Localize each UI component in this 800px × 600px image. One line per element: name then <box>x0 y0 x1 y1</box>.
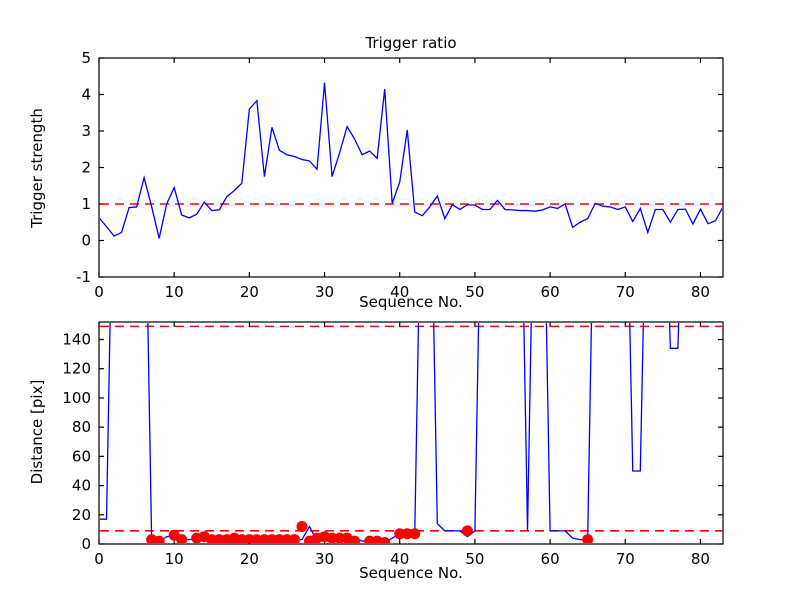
y-axis-label-distance: Distance [pix] <box>28 380 46 485</box>
x-tick-label: 10 <box>165 550 184 568</box>
trigger-ratio-chart: Trigger ratio Trigger strength Sequence … <box>28 34 724 310</box>
marker-point <box>401 528 413 540</box>
marker-point <box>409 528 421 540</box>
marker-points-bottom <box>146 520 594 543</box>
x-tick-label: 0 <box>94 550 104 568</box>
data-series-bottom <box>100 323 680 543</box>
marker-point <box>296 520 308 532</box>
y-tick-label: 1 <box>81 195 91 213</box>
y-axis-ticks-top: -1 0 1 2 3 4 5 <box>76 49 723 286</box>
chart-title-trigger-ratio: Trigger ratio <box>364 34 456 52</box>
y-tick-label: 20 <box>72 506 91 524</box>
distance-chart: Distance [pix] Sequence No. 020406080100… <box>28 321 724 582</box>
x-tick-label: 0 <box>94 283 104 301</box>
y-tick-label: 4 <box>81 86 91 104</box>
x-tick-label: 40 <box>390 550 409 568</box>
plot-frame-bottom <box>98 321 724 545</box>
marker-point <box>288 534 300 543</box>
x-axis-ticks-bottom: 0 10 20 30 40 50 60 70 80 <box>94 322 710 568</box>
x-tick-label: 10 <box>165 283 184 301</box>
x-tick-label: 70 <box>616 283 635 301</box>
y-tick-label: 5 <box>81 49 91 67</box>
x-tick-label: 20 <box>240 550 259 568</box>
marker-point <box>349 535 361 543</box>
y-tick-label: 140 <box>62 331 91 349</box>
y-tick-label: 40 <box>72 477 91 495</box>
marker-point <box>153 535 165 543</box>
series-line <box>100 323 680 543</box>
y-tick-label: 100 <box>62 389 91 407</box>
marker-point <box>379 537 391 543</box>
x-tick-label: 80 <box>691 550 710 568</box>
y-tick-label: -1 <box>76 268 91 286</box>
y-tick-label: 120 <box>62 360 91 378</box>
marker-point <box>176 534 188 543</box>
marker-point <box>582 534 594 543</box>
x-tick-label: 80 <box>691 283 710 301</box>
x-tick-label: 20 <box>240 283 259 301</box>
x-tick-label: 60 <box>541 550 560 568</box>
marker-point <box>461 525 473 537</box>
x-tick-label: 30 <box>315 283 334 301</box>
x-tick-label: 30 <box>315 550 334 568</box>
x-tick-label: 50 <box>465 283 484 301</box>
y-axis-ticks-bottom: 0 20 40 60 80 100 120 140 <box>62 331 723 553</box>
y-tick-label: 80 <box>72 418 91 436</box>
x-tick-label: 50 <box>465 550 484 568</box>
marker-point <box>394 528 406 540</box>
threshold-lines-bottom <box>100 325 722 532</box>
series-line <box>100 82 722 239</box>
x-axis-ticks-top: 0 10 20 30 40 50 60 70 80 <box>94 58 710 301</box>
x-axis-label-sequence-no-top: Sequence No. <box>359 293 463 310</box>
x-tick-label: 70 <box>616 550 635 568</box>
y-tick-label: 3 <box>81 122 91 140</box>
x-tick-label: 40 <box>390 283 409 301</box>
x-axis-label-sequence-no-bottom: Sequence No. <box>359 564 463 582</box>
y-axis-label-trigger-strength: Trigger strength <box>28 108 46 229</box>
y-tick-label: 0 <box>81 232 91 250</box>
data-series-top <box>100 82 722 239</box>
y-tick-label: 2 <box>81 159 91 177</box>
y-tick-label: 0 <box>81 535 91 553</box>
y-tick-label: 60 <box>72 447 91 465</box>
x-tick-label: 60 <box>541 283 560 301</box>
